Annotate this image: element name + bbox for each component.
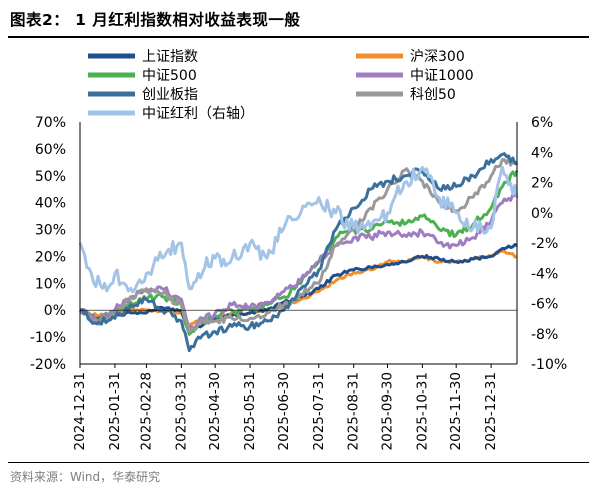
x-tick-label: 2025-06-30 [276,372,292,450]
legend-label: 沪深300 [410,49,465,65]
left-tick-label: -20% [30,357,66,373]
series-lines [78,152,519,353]
footer-rule [8,462,589,463]
x-tick-label: 2025-09-30 [379,372,395,450]
left-axis-ticks: 70% 60% 50% 40% 30% 20% 10% 0% -10% -20% [30,115,66,373]
chart-title: 图表2： 1 月红利指数相对收益表现一般 [10,11,301,29]
right-axis-ticks: 6% 4% 2% 0% -2% -4% -6% -8% -10% [531,115,567,373]
legend-label: 中证1000 [410,68,474,84]
x-tick-label: 2025-10-31 [414,372,430,450]
left-tick-label: 70% [35,115,66,131]
left-tick-label: 50% [35,169,66,185]
right-tick-label: 6% [531,115,553,131]
x-tick-label: 2025-03-31 [173,372,189,450]
x-tick-label: 2025-05-31 [242,372,258,450]
legend-label: 上证指数 [142,49,198,65]
series-line-7 [78,165,519,294]
right-tick-label: 4% [531,145,553,161]
legend-label: 中证500 [142,68,197,84]
x-tick-label: 2025-04-30 [207,372,223,450]
left-tick-label: 0% [44,303,66,319]
left-tick-label: -10% [30,330,66,346]
right-tick-label: 2% [531,176,553,192]
x-tick-label: 2025-07-31 [311,372,327,450]
x-tick-label: 2025-01-31 [107,372,123,450]
x-axis-ticks: 2024-12-31 2025-01-31 2025-02-28 2025-03-31… [72,364,499,450]
left-tick-label: 30% [35,223,66,239]
right-tick-label: -2% [531,236,558,252]
right-tick-label: -8% [531,327,558,343]
left-tick-label: 10% [35,276,66,292]
left-tick-label: 60% [35,142,66,158]
right-tick-label: -6% [531,297,558,313]
right-tick-label: -4% [531,266,558,282]
series-line-5 [79,152,518,353]
source-note: 资料来源：Wind，华泰研究 [10,470,161,484]
x-tick-label: 2025-12-31 [483,372,499,450]
left-tick-label: 20% [35,249,66,265]
legend-label: 创业板指 [142,87,198,103]
legend-label: 中证红利（右轴） [142,106,254,122]
left-tick-label: 40% [35,196,66,212]
chart: 上证指数 沪深300 中证500 中证1000 创业板指 科创50 中证红利（右轴） 70%… [30,49,567,450]
right-tick-label: 0% [531,206,553,222]
right-tick-label: -10% [531,357,567,373]
x-tick-label: 2025-02-28 [138,372,154,450]
x-tick-label: 2025-11-30 [448,372,464,450]
axes [79,122,518,365]
legend-label: 科创50 [410,87,456,103]
x-tick-label: 2025-08-31 [346,372,362,450]
title-rule [8,36,589,38]
x-tick-label: 2024-12-31 [72,372,88,450]
legend: 上证指数 沪深300 中证500 中证1000 创业板指 科创50 中证红利（右轴） [88,49,474,122]
